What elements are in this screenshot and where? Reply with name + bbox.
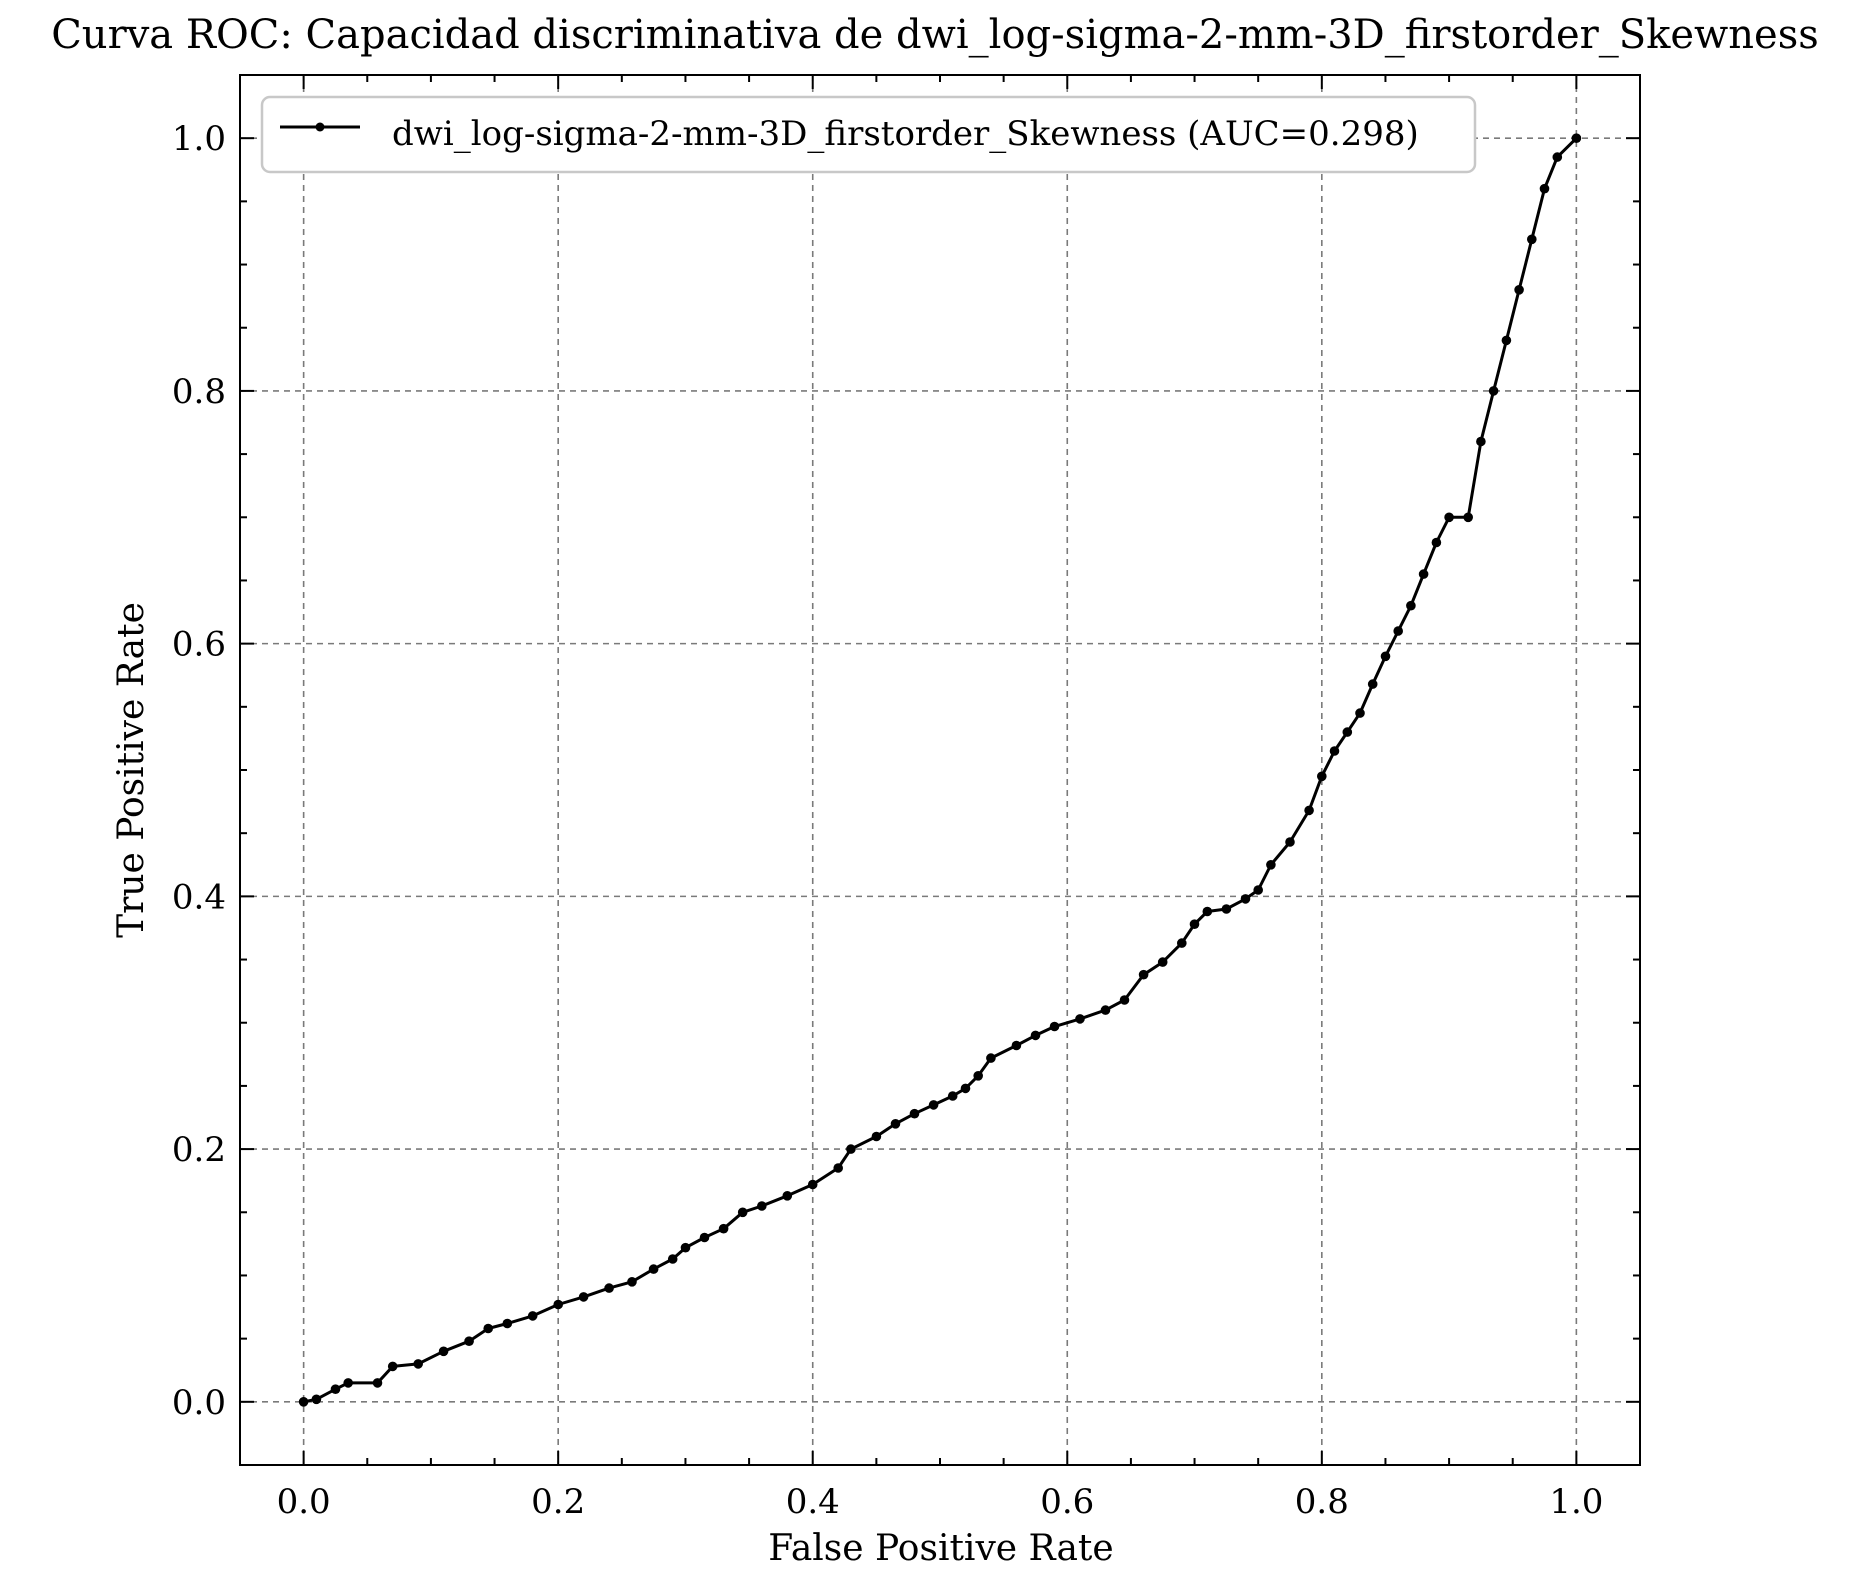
roc-data-point (1240, 894, 1251, 904)
roc-data-point (413, 1359, 424, 1369)
roc-data-point (782, 1191, 793, 1201)
roc-data-point (553, 1299, 563, 1310)
roc-data-point (1011, 1040, 1022, 1051)
roc-data-point (890, 1119, 901, 1129)
roc-data-point (737, 1207, 748, 1218)
roc-data-point (1317, 771, 1327, 782)
chart-title: Curva ROC: Capacidad discriminativa de d… (51, 12, 1819, 58)
y-tick-label: 0.0 (172, 1383, 226, 1423)
roc-data-point (928, 1100, 939, 1110)
roc-data-point (1119, 995, 1130, 1005)
roc-data-point (846, 1144, 856, 1154)
roc-data-point (1514, 285, 1524, 295)
roc-data-point (387, 1361, 398, 1372)
roc-data-point (699, 1232, 710, 1243)
x-tick-label: 0.6 (1040, 1482, 1094, 1522)
roc-data-point (1177, 938, 1187, 948)
roc-data-point (1342, 727, 1353, 737)
roc-data-point (1380, 651, 1391, 662)
y-axis-label: True Positive Rate (111, 602, 152, 938)
legend: dwi_log-sigma-2-mm-3D_firstorder_Skewnes… (260, 95, 1477, 174)
roc-data-point (1100, 1005, 1111, 1015)
roc-data-point (986, 1053, 996, 1063)
y-tick-label: 0.4 (172, 877, 226, 917)
roc-data-point (464, 1336, 474, 1346)
roc-data-point (973, 1071, 983, 1081)
roc-data-point (330, 1384, 341, 1394)
roc-data-point (483, 1323, 494, 1334)
roc-data-point (1266, 860, 1276, 870)
roc-data-point (680, 1242, 691, 1253)
roc-data-point (372, 1378, 383, 1388)
roc-data-point (527, 1311, 538, 1321)
roc-data-point (1444, 512, 1454, 523)
roc-data-point (343, 1378, 354, 1388)
roc-data-point (1527, 234, 1537, 245)
roc-data-point (1157, 957, 1168, 967)
roc-data-point (1329, 746, 1340, 756)
roc-data-point (1476, 436, 1486, 447)
roc-data-point (947, 1091, 958, 1101)
roc-data-point (1075, 1014, 1085, 1024)
legend-box (260, 95, 1477, 174)
roc-data-point (1285, 837, 1295, 847)
roc-data-point (1463, 512, 1473, 523)
y-tick-label: 0.2 (172, 1130, 226, 1170)
roc-data-point (1418, 569, 1429, 579)
legend-entry-label: dwi_log-sigma-2-mm-3D_firstorder_Skewnes… (392, 114, 1419, 154)
x-axis-label: False Positive Rate (768, 1528, 1113, 1569)
roc-data-point (604, 1283, 614, 1293)
roc-data-point (871, 1131, 882, 1142)
legend-marker-sample (315, 122, 325, 132)
roc-data-point (960, 1083, 971, 1094)
roc-data-point (1189, 919, 1200, 929)
roc-data-point (1355, 708, 1365, 718)
grid-lines (240, 75, 1640, 1465)
roc-data-point (578, 1292, 589, 1302)
roc-data-point (718, 1223, 729, 1234)
roc-data-point (1571, 133, 1582, 143)
roc-data-point (1406, 600, 1416, 611)
roc-data-point (1501, 335, 1512, 346)
y-tick-label: 0.6 (172, 625, 226, 665)
roc-data-point (627, 1277, 637, 1287)
plot-frame (239, 74, 1641, 1466)
x-tick-label: 0.2 (531, 1482, 585, 1522)
roc-data-point (1488, 386, 1499, 396)
roc-curve-line (303, 137, 1578, 1404)
x-tick-label: 0.0 (277, 1482, 331, 1522)
y-tick-label: 0.8 (172, 372, 226, 412)
roc-data-point (1552, 152, 1563, 162)
roc-data-point (1253, 885, 1263, 895)
roc-data-point (1367, 679, 1378, 689)
roc-data-point (1221, 904, 1232, 914)
roc-data-point (438, 1346, 449, 1357)
x-tick-label: 1.0 (1549, 1482, 1603, 1522)
roc-data-point (1138, 969, 1149, 980)
roc-data-point (311, 1394, 322, 1405)
roc-data-point (757, 1201, 767, 1211)
roc-data-point (1030, 1030, 1041, 1041)
y-tick-label: 1.0 (172, 119, 226, 159)
roc-data-point (1431, 537, 1442, 548)
roc-data-point (1049, 1021, 1060, 1032)
roc-data-point (807, 1179, 818, 1190)
roc-data-point (1393, 626, 1403, 636)
roc-data-point (298, 1397, 309, 1407)
roc-data-point (648, 1264, 659, 1274)
roc-data-point (1304, 805, 1314, 816)
series-group (298, 133, 1582, 1407)
roc-data-point (1539, 183, 1550, 194)
axis-ticks (239, 74, 1641, 1466)
roc-data-point (1202, 906, 1213, 917)
roc-data-point (909, 1108, 920, 1119)
roc-data-point (667, 1254, 678, 1264)
roc-data-point (833, 1163, 843, 1173)
roc-data-point (502, 1318, 513, 1329)
x-tick-label: 0.4 (786, 1482, 840, 1522)
x-tick-labels: 0.0 0.2 0.4 0.6 0.8 1.0 (277, 1482, 1604, 1522)
x-tick-label: 0.8 (1295, 1482, 1349, 1522)
y-tick-labels: 0.0 0.2 0.4 0.6 0.8 1.0 (172, 119, 226, 1423)
